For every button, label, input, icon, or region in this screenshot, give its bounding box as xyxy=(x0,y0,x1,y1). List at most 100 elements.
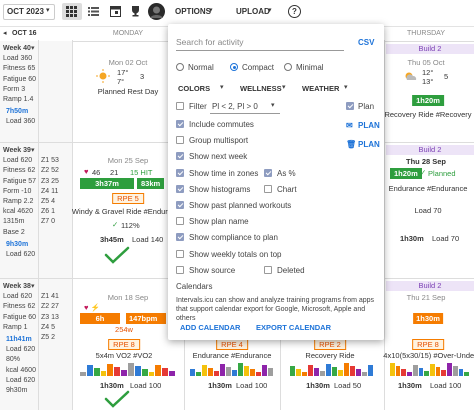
activity-extra[interactable]: 147bpm xyxy=(126,313,166,324)
week-caret: ▾ xyxy=(31,45,35,52)
activity-name[interactable]: 5x4m VO2 #VO2 xyxy=(95,351,153,360)
grid-line xyxy=(72,40,73,410)
view-radio[interactable] xyxy=(284,63,292,71)
menu-caret: ▾ xyxy=(344,84,348,91)
week-nav-label: OCT 16 xyxy=(12,30,37,37)
list-icon[interactable] xyxy=(88,7,99,16)
histogram-bar xyxy=(435,367,441,376)
plan-phase: Build 2 xyxy=(386,145,474,155)
week-stat: Load 620 xyxy=(3,157,33,165)
filter-checkbox[interactable] xyxy=(176,102,184,110)
histogram-bar xyxy=(100,371,107,376)
option-checkbox[interactable] xyxy=(264,265,272,274)
histogram-bar xyxy=(256,372,261,376)
menu-button[interactable]: COLORS xyxy=(178,84,211,93)
trophy-icon[interactable] xyxy=(130,5,141,17)
zone-histogram xyxy=(190,362,274,376)
week-total: 80% xyxy=(6,356,21,364)
option-label: Show weekly totals on top xyxy=(189,249,282,259)
option-checkbox[interactable] xyxy=(176,168,184,177)
rpe: RPE 2 xyxy=(314,339,346,350)
activity-name[interactable]: Recovery Ride xyxy=(305,351,355,360)
plan-button[interactable]: PLAN xyxy=(358,121,380,130)
week-total: 11h41m xyxy=(6,336,32,343)
activity-duration[interactable]: 1h20m xyxy=(412,95,444,106)
histogram-bar xyxy=(262,365,267,376)
activity-name[interactable]: Windy & Gravel Ride #Endurance xyxy=(71,207,185,216)
prev-week[interactable]: ◂ xyxy=(3,30,7,37)
week-stat: Ramp 1.4 xyxy=(3,96,34,103)
rpe: RPE 4 xyxy=(216,339,248,350)
week-total: 9h30m xyxy=(6,387,28,394)
histogram-bar xyxy=(430,364,435,376)
histogram-bar xyxy=(268,368,273,376)
histogram-bar xyxy=(296,369,301,376)
calendars-title: Calendars xyxy=(176,282,213,291)
heart-icon: ♥ ⚡ xyxy=(84,303,100,312)
search-underline xyxy=(176,50,344,51)
search-input[interactable]: Search for activity xyxy=(176,37,244,47)
temp-high: 12° xyxy=(422,68,434,77)
week-stat: Fatigue 60 xyxy=(3,75,37,83)
histogram-bar xyxy=(326,364,331,376)
wind-speed: 5 xyxy=(444,72,449,81)
filter-caret: ▾ xyxy=(271,102,275,109)
activity-duration[interactable]: 3h37m xyxy=(80,178,134,189)
view-radio[interactable] xyxy=(176,63,184,71)
compliance: 112% xyxy=(121,221,140,230)
help-button[interactable]: ? xyxy=(288,5,301,18)
month-picker[interactable] xyxy=(3,4,55,20)
activity-duration[interactable]: 1h20m xyxy=(390,168,422,179)
week-total: 9h30m xyxy=(6,240,29,248)
option-checkbox[interactable] xyxy=(176,265,184,274)
zone-time: Z1 53 xyxy=(41,157,59,165)
option-checkbox[interactable] xyxy=(176,249,184,258)
option-checkbox[interactable] xyxy=(176,201,184,209)
plan-checkbox[interactable] xyxy=(346,102,354,110)
option-checkbox[interactable] xyxy=(176,120,184,128)
option-checkbox[interactable] xyxy=(176,136,184,145)
activity-duration[interactable]: 6h xyxy=(80,313,120,324)
option-checkbox[interactable] xyxy=(176,184,184,193)
csv-button[interactable]: CSV xyxy=(358,38,375,47)
zone-time: Z1 41 xyxy=(41,293,59,301)
view-radio[interactable] xyxy=(230,63,238,71)
activity-load: Load 70 xyxy=(414,206,442,215)
activity-status: Planned xyxy=(428,169,456,178)
avatar[interactable] xyxy=(148,3,165,20)
histogram-bar xyxy=(344,363,349,376)
option-checkbox[interactable] xyxy=(176,152,184,161)
plan-button[interactable]: PLAN xyxy=(358,140,380,149)
zone-time: Z3 13 xyxy=(41,313,59,321)
option-checkbox[interactable] xyxy=(264,168,272,177)
planned-load: Load 100 xyxy=(130,381,162,390)
option-checkbox[interactable] xyxy=(176,217,184,226)
export-calendar-button[interactable]: EXPORT CALENDAR xyxy=(256,323,332,332)
upload-menu-button[interactable]: UPLOAD xyxy=(236,7,270,16)
activity-distance[interactable]: 83km xyxy=(137,178,165,189)
add-calendar-button[interactable]: ADD CALENDAR xyxy=(180,323,241,332)
histogram-bar xyxy=(407,372,412,376)
activity-name[interactable]: Recovery Ride #Recovery xyxy=(384,110,472,119)
histogram-bar xyxy=(418,368,424,376)
calendar-icon[interactable] xyxy=(110,5,121,17)
activity-name[interactable]: Endurance #Endurance xyxy=(388,184,468,193)
menu-button[interactable]: WEATHER xyxy=(302,84,340,93)
week-stat: Fitness 65 xyxy=(3,65,36,73)
options-menu-button[interactable]: OPTIONS xyxy=(175,7,212,16)
option-checkbox[interactable] xyxy=(264,184,272,193)
calendars-text: Intervals.icu can show and analyze train… xyxy=(176,297,375,322)
menu-button[interactable]: WELLNESS xyxy=(240,84,282,93)
rpe: RPE 8 xyxy=(108,339,140,350)
filter-input[interactable]: Pl < 2, Pl > 0 xyxy=(212,102,258,111)
option-checkbox[interactable] xyxy=(176,233,184,242)
histogram-bar xyxy=(238,363,243,376)
activity-duration[interactable]: 1h30m xyxy=(413,313,443,324)
planned-duration: 1h30m xyxy=(306,381,330,390)
week-title: Week 39 xyxy=(3,147,31,154)
activity-name[interactable]: 4x10(5x30/15) #Over-Under xyxy=(383,351,474,360)
histogram-bar xyxy=(86,365,93,376)
activity-name[interactable]: Endurance #Endurance xyxy=(192,351,272,360)
histogram-bar xyxy=(290,366,295,376)
week-caret: ▾ xyxy=(31,147,35,154)
